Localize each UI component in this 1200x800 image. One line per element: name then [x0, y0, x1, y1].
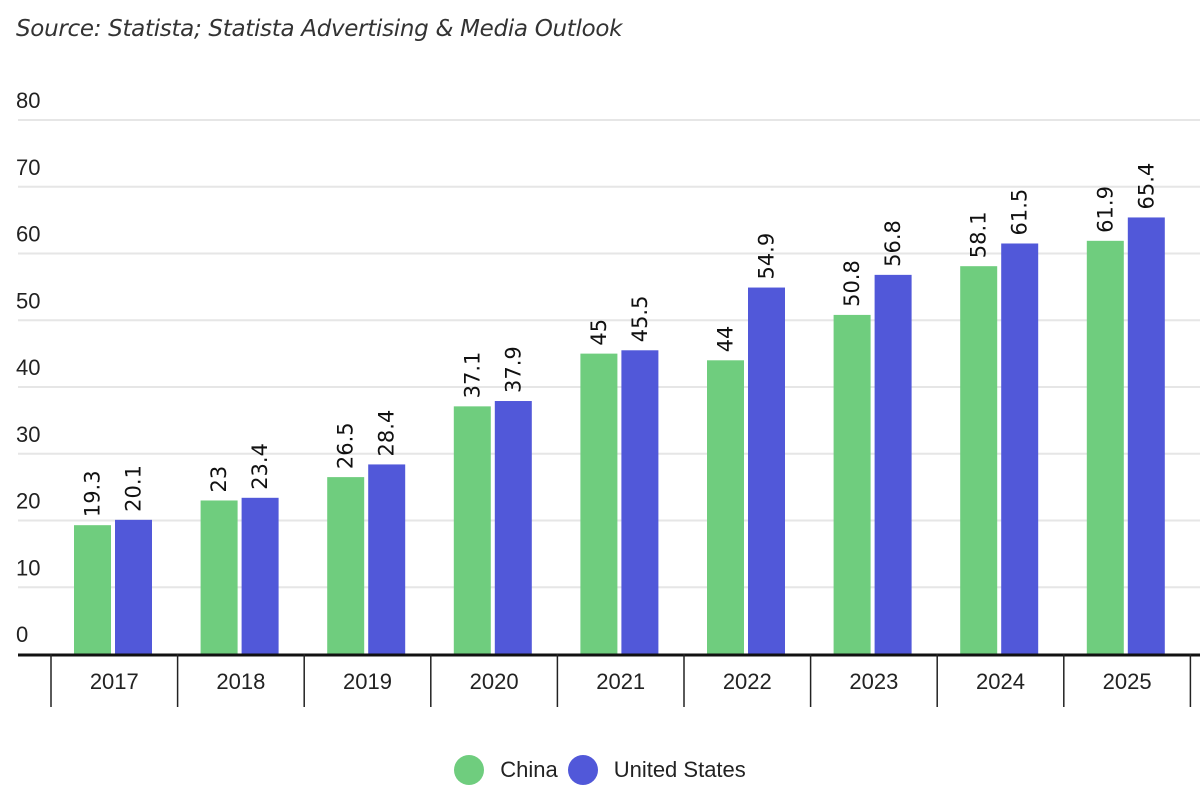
- legend-item-china[interactable]: China: [454, 755, 558, 785]
- legend-label: United States: [613, 757, 746, 782]
- legend-label: China: [500, 757, 558, 782]
- data-label: 54.9: [755, 233, 779, 280]
- y-tick-label: 60: [16, 222, 40, 247]
- data-label: 56.8: [881, 220, 905, 267]
- x-tick-label: 2018: [216, 669, 265, 694]
- bar-china-2019[interactable]: [327, 477, 365, 654]
- bar-china-2025[interactable]: [1086, 240, 1124, 654]
- bar-united-states-2023[interactable]: [874, 274, 912, 654]
- data-label: 61.5: [1008, 189, 1032, 236]
- x-tick-label: 2024: [976, 669, 1025, 694]
- bar-china-2024[interactable]: [960, 266, 998, 654]
- bar-united-states-2024[interactable]: [1001, 243, 1039, 655]
- data-label: 61.9: [1093, 186, 1117, 233]
- y-tick-label: 50: [16, 288, 40, 313]
- data-label: 23: [207, 466, 231, 493]
- bar-united-states-2025[interactable]: [1127, 217, 1165, 654]
- data-label: 20.1: [122, 465, 146, 512]
- y-tick-label: 70: [16, 155, 40, 180]
- data-label: 37.9: [501, 346, 525, 393]
- y-tick-label: 20: [16, 489, 40, 514]
- source-note: Source: Statista; Statista Advertising &…: [16, 16, 623, 42]
- bar-united-states-2020[interactable]: [494, 401, 532, 654]
- legend-swatch-china: [454, 755, 485, 785]
- bar-china-2022[interactable]: [707, 360, 744, 654]
- bar-united-states-2019[interactable]: [368, 464, 406, 654]
- x-tick-label: 2020: [470, 669, 519, 694]
- y-tick-label: 0: [16, 622, 28, 647]
- bar-china-2020[interactable]: [453, 406, 491, 654]
- bar-united-states-2022[interactable]: [748, 287, 785, 654]
- data-label: 44: [714, 326, 738, 353]
- data-label: 23.4: [248, 443, 272, 490]
- y-tick-label: 10: [16, 555, 40, 580]
- x-tick-label: 2023: [849, 669, 898, 694]
- bar-china-2017[interactable]: [74, 525, 111, 654]
- data-label: 50.8: [840, 260, 864, 307]
- y-tick-label: 80: [16, 88, 40, 113]
- bar-united-states-2017[interactable]: [115, 519, 152, 654]
- y-tick-label: 40: [16, 355, 40, 380]
- data-label: 58.1: [967, 211, 991, 258]
- legend-swatch-united-states: [567, 755, 598, 785]
- data-label: 65.4: [1134, 163, 1158, 210]
- x-tick-label: 2017: [90, 669, 139, 694]
- x-axis: 2017 2018 2019 2020 2021 2022 2023 2024 2025: [18, 653, 1200, 707]
- x-tick-label: 2025: [1103, 669, 1152, 694]
- legend: China United States: [0, 755, 1200, 785]
- bar-china-2023[interactable]: [833, 314, 871, 654]
- bar-united-states-2021[interactable]: [621, 350, 659, 654]
- data-label: 45.5: [628, 296, 652, 343]
- y-tick-label: 30: [16, 422, 40, 447]
- data-labels: 19.3 20.1 23 23.4 26.5 28.4 37.1 37.9 45 45.5 44 54…: [81, 163, 1159, 517]
- x-tick-label: 2021: [596, 669, 645, 694]
- x-tick-label: 2019: [343, 669, 392, 694]
- data-label: 45: [587, 319, 611, 346]
- legend-item-united-states[interactable]: United States: [567, 755, 746, 785]
- data-label: 26.5: [334, 422, 358, 469]
- data-label: 37.1: [460, 352, 484, 399]
- data-label: 28.4: [375, 410, 399, 457]
- bar-china-2021[interactable]: [580, 353, 618, 654]
- x-tick-label: 2022: [723, 669, 772, 694]
- bars: [74, 217, 1165, 655]
- bar-china-2018[interactable]: [200, 500, 238, 654]
- y-axis-ticks: 0 10 20 30 40 50 60 70 80: [16, 88, 40, 647]
- data-label: 19.3: [81, 470, 105, 517]
- bar-chart: 0 10 20 30 40 50 60 70 80 19.3 20.1 23 23.4 26.5 28.4…: [16, 88, 1200, 707]
- bar-united-states-2018[interactable]: [241, 497, 279, 654]
